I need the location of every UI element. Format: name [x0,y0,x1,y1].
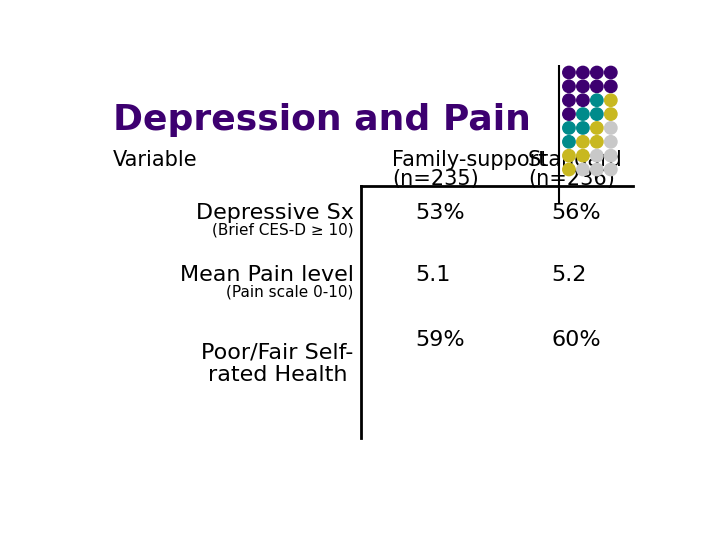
Text: Mean Pain level: Mean Pain level [179,265,354,285]
Circle shape [590,108,603,120]
Text: Standard: Standard [528,150,623,170]
Circle shape [605,150,617,162]
Circle shape [577,94,589,106]
Circle shape [605,122,617,134]
Circle shape [605,80,617,92]
Circle shape [605,94,617,106]
Circle shape [590,150,603,162]
Text: (Brief CES-D ≥ 10): (Brief CES-D ≥ 10) [212,222,354,238]
Circle shape [590,136,603,148]
Circle shape [577,164,589,176]
Circle shape [590,94,603,106]
Text: 56%: 56% [551,204,600,224]
Text: Variable: Variable [113,150,198,170]
Circle shape [577,136,589,148]
Circle shape [563,122,575,134]
Circle shape [563,150,575,162]
Circle shape [605,136,617,148]
Text: (n=236): (n=236) [528,168,615,189]
Circle shape [590,80,603,92]
Circle shape [563,66,575,79]
Circle shape [605,108,617,120]
Circle shape [577,122,589,134]
Circle shape [563,80,575,92]
Text: 60%: 60% [551,330,600,350]
Circle shape [577,80,589,92]
Circle shape [563,164,575,176]
Text: (Pain scale 0-10): (Pain scale 0-10) [226,284,354,299]
Circle shape [577,108,589,120]
Text: (n=235): (n=235) [392,168,479,189]
Circle shape [590,122,603,134]
Text: Poor/Fair Self-
rated Health: Poor/Fair Self- rated Health [201,342,354,385]
Circle shape [563,108,575,120]
Circle shape [577,150,589,162]
Text: 59%: 59% [415,330,465,350]
Text: 53%: 53% [415,204,465,224]
Circle shape [605,66,617,79]
Text: 5.2: 5.2 [551,265,587,285]
Text: Depressive Sx: Depressive Sx [196,204,354,224]
Circle shape [590,66,603,79]
Circle shape [563,136,575,148]
Circle shape [577,66,589,79]
Text: Depression and Pain: Depression and Pain [113,103,531,137]
Circle shape [590,164,603,176]
Circle shape [563,94,575,106]
Text: 5.1: 5.1 [415,265,451,285]
Circle shape [605,164,617,176]
Text: Family-support: Family-support [392,150,546,170]
